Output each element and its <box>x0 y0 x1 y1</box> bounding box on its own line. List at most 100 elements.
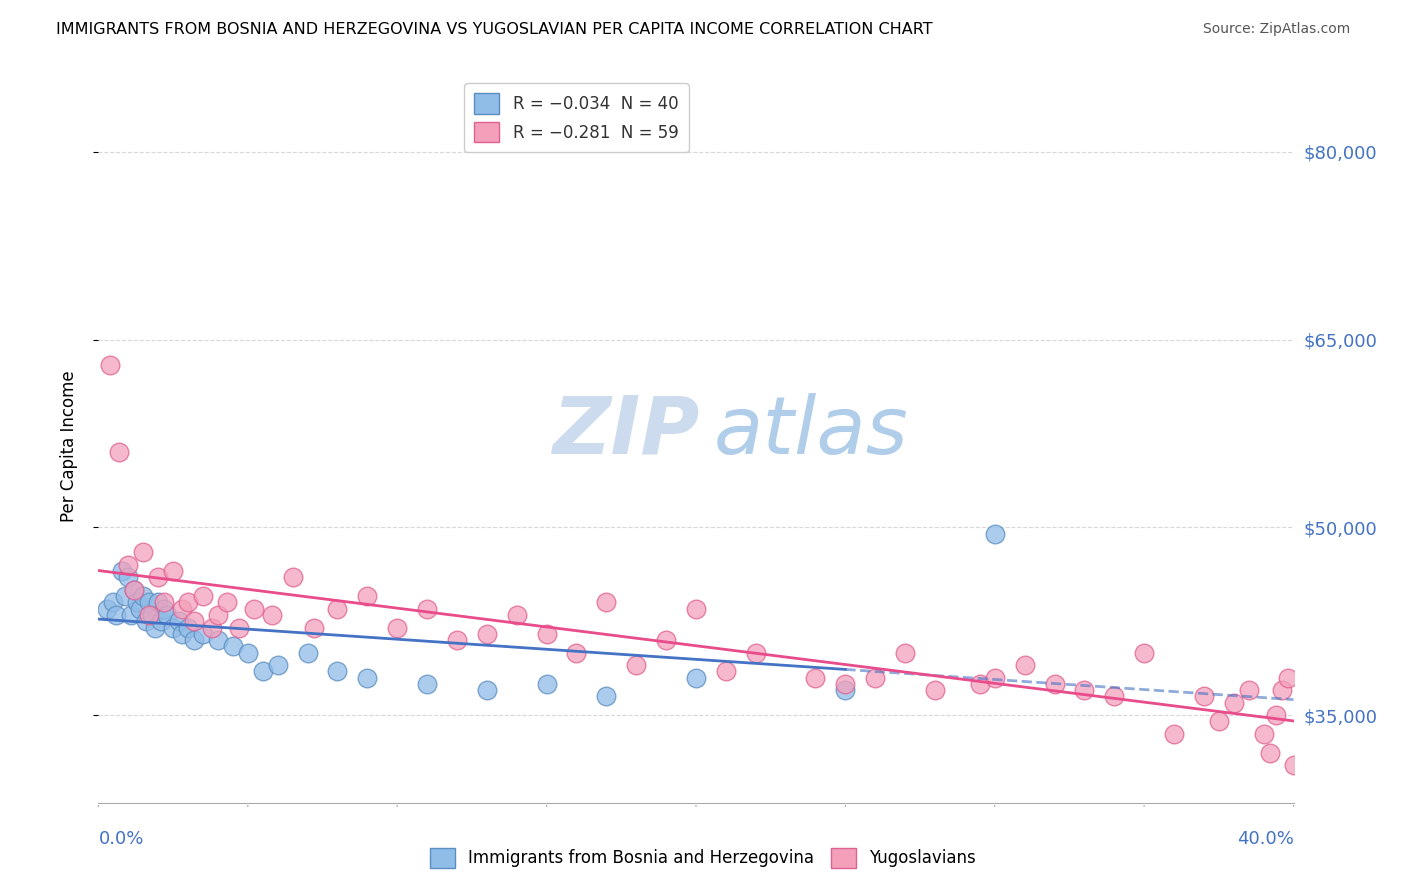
Point <box>222 640 245 654</box>
Legend: R = −0.034  N = 40, R = −0.281  N = 59: R = −0.034 N = 40, R = −0.281 N = 59 <box>464 83 689 153</box>
Point <box>865 671 887 685</box>
Point <box>127 595 149 609</box>
Point <box>1043 677 1066 691</box>
Point <box>685 671 707 685</box>
Point <box>111 564 134 578</box>
Point <box>1104 690 1126 704</box>
Point <box>120 607 142 622</box>
Point <box>153 595 176 609</box>
Point <box>1163 727 1185 741</box>
Point <box>969 677 991 691</box>
Point <box>114 589 136 603</box>
Point <box>117 558 139 572</box>
Point <box>626 658 648 673</box>
Point <box>984 671 1007 685</box>
Text: 0.0%: 0.0% <box>98 830 143 848</box>
Point <box>236 646 259 660</box>
Point <box>924 683 946 698</box>
Point <box>98 358 122 372</box>
Point <box>356 671 378 685</box>
Point <box>1223 696 1246 710</box>
Point <box>536 677 558 691</box>
Point <box>446 633 468 648</box>
Point <box>475 627 498 641</box>
Point <box>1192 690 1215 704</box>
Point <box>356 589 378 603</box>
Point <box>252 665 274 679</box>
Point <box>326 601 349 615</box>
Point <box>207 633 229 648</box>
Text: atlas: atlas <box>714 392 908 471</box>
Point <box>105 607 128 622</box>
Point <box>156 607 179 622</box>
Point <box>302 621 325 635</box>
Point <box>1264 708 1286 723</box>
Point <box>183 614 205 628</box>
Point <box>1271 683 1294 698</box>
Point <box>416 677 439 691</box>
Point <box>117 570 139 584</box>
Point <box>243 601 266 615</box>
Point <box>326 665 349 679</box>
Point <box>135 614 157 628</box>
Point <box>385 621 409 635</box>
Point <box>1277 671 1299 685</box>
Point <box>1258 746 1281 760</box>
Point <box>685 601 707 615</box>
Point <box>894 646 917 660</box>
Point <box>177 595 200 609</box>
Point <box>191 589 214 603</box>
Point <box>1282 758 1305 772</box>
Point <box>714 665 737 679</box>
Point <box>984 526 1007 541</box>
Point <box>1253 727 1275 741</box>
Point <box>297 646 319 660</box>
Text: Source: ZipAtlas.com: Source: ZipAtlas.com <box>1202 22 1350 37</box>
Text: ZIP: ZIP <box>553 392 700 471</box>
Point <box>96 601 118 615</box>
Point <box>207 607 229 622</box>
Point <box>108 445 131 459</box>
Point <box>281 570 304 584</box>
Point <box>162 564 184 578</box>
Point <box>172 601 194 615</box>
Point <box>103 595 125 609</box>
Point <box>416 601 439 615</box>
Point <box>201 621 224 635</box>
Point <box>150 614 173 628</box>
Point <box>536 627 558 641</box>
Point <box>177 621 200 635</box>
Point <box>804 671 827 685</box>
Point <box>143 621 166 635</box>
Point <box>162 621 184 635</box>
Y-axis label: Per Capita Income: Per Capita Income <box>59 370 77 522</box>
Point <box>1073 683 1095 698</box>
Point <box>124 582 146 597</box>
Point <box>655 633 678 648</box>
Point <box>1237 683 1260 698</box>
Point <box>191 627 214 641</box>
Point <box>172 627 194 641</box>
Point <box>148 570 170 584</box>
Point <box>138 595 160 609</box>
Point <box>745 646 768 660</box>
Point <box>1014 658 1036 673</box>
Point <box>475 683 498 698</box>
Point <box>267 658 290 673</box>
Point <box>167 614 190 628</box>
Point <box>141 607 163 622</box>
Point <box>183 633 205 648</box>
Point <box>215 595 238 609</box>
Point <box>1133 646 1156 660</box>
Point <box>595 595 617 609</box>
Point <box>228 621 250 635</box>
Point <box>132 589 155 603</box>
Point <box>138 607 160 622</box>
Point <box>124 582 146 597</box>
Point <box>132 545 155 559</box>
Point <box>506 607 529 622</box>
Point <box>834 683 856 698</box>
Text: IMMIGRANTS FROM BOSNIA AND HERZEGOVINA VS YUGOSLAVIAN PER CAPITA INCOME CORRELAT: IMMIGRANTS FROM BOSNIA AND HERZEGOVINA V… <box>56 22 932 37</box>
Point <box>153 601 176 615</box>
Point <box>1208 714 1230 729</box>
